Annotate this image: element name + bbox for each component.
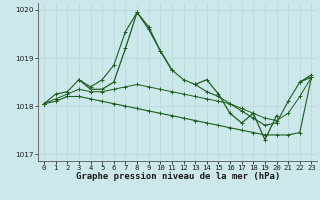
X-axis label: Graphe pression niveau de la mer (hPa): Graphe pression niveau de la mer (hPa) [76, 172, 280, 181]
